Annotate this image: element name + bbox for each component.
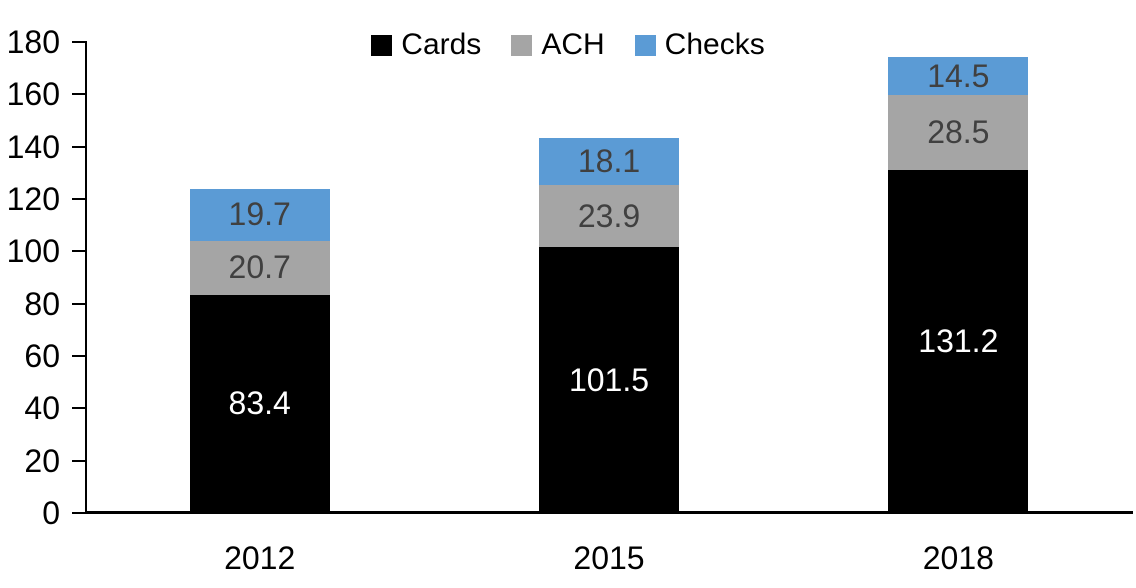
bar-segment-cards-2012: 83.4 [189, 294, 330, 513]
legend-item-checks: Checks [634, 28, 765, 61]
y-axis-tick [72, 41, 85, 43]
legend: Cards ACH Checks [0, 30, 1136, 60]
bar-segment-cards-2018: 131.2 [888, 169, 1029, 513]
y-axis-tick-label: 0 [42, 495, 60, 531]
bar-value-label: 14.5 [927, 57, 990, 94]
legend-item-ach: ACH [511, 28, 605, 61]
y-axis-line [85, 41, 87, 513]
y-axis-tick [72, 145, 85, 148]
legend-swatch-cards-icon [371, 34, 393, 56]
y-axis-tick-label: 120 [6, 181, 60, 217]
bar-segment-cards-2015: 101.5 [539, 247, 679, 513]
y-axis-tick-label: 180 [6, 24, 60, 60]
bar-segment-ach-2015: 23.9 [539, 184, 679, 248]
y-axis-tick [72, 407, 85, 410]
bar-segment-checks-2012: 19.7 [189, 189, 330, 241]
bar-value-label: 18.1 [577, 142, 641, 179]
x-axis-label: 2018 [922, 540, 994, 576]
y-axis-tick-label: 80 [24, 285, 60, 322]
y-axis-tick [72, 93, 85, 96]
bar-value-label: 83.4 [228, 385, 291, 422]
bar-segment-checks-2015: 18.1 [539, 137, 679, 185]
y-axis-tick-label: 40 [24, 390, 60, 427]
legend-label: ACH [541, 28, 605, 61]
x-axis-label: 2012 [224, 540, 296, 576]
legend-label: Cards [401, 28, 482, 61]
y-axis-tick-label: 20 [24, 442, 60, 479]
y-axis-tick [72, 250, 85, 253]
bar-value-label: 101.5 [568, 361, 650, 398]
bar-value-label: 19.7 [228, 196, 291, 233]
y-axis-tick [72, 302, 85, 305]
legend-swatch-ach-icon [511, 34, 533, 56]
y-axis-tick [72, 355, 85, 357]
bar-value-label: 131.2 [918, 322, 999, 359]
y-axis-tick-label: 60 [24, 338, 60, 374]
y-axis-tick [72, 198, 85, 200]
x-axis-label: 2015 [573, 540, 645, 576]
bar-segment-ach-2012: 20.7 [189, 240, 330, 295]
y-axis-tick-label: 100 [6, 233, 60, 270]
bar-segment-checks-2018: 14.5 [888, 57, 1029, 96]
bar-value-label: 20.7 [228, 249, 291, 286]
y-axis-tick [72, 512, 85, 514]
legend-label: Checks [664, 28, 765, 61]
legend-item-cards: Cards [371, 30, 481, 60]
bar-segment-ach-2018: 28.5 [888, 95, 1029, 170]
bar-value-label: 28.5 [927, 113, 990, 150]
legend-swatch-checks-icon [634, 34, 656, 56]
bar-value-label: 23.9 [577, 197, 641, 234]
y-axis-tick-label: 140 [6, 128, 60, 165]
y-axis-tick [72, 459, 85, 462]
y-axis-tick-label: 160 [6, 76, 60, 113]
